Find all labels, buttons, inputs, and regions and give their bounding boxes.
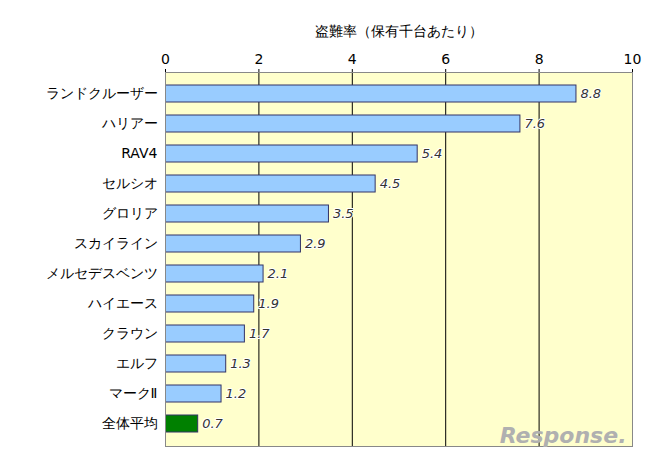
svg-text:5.4: 5.4 — [422, 146, 443, 161]
svg-text:メルセデスベンツ: メルセデスベンツ — [46, 265, 158, 281]
svg-text:スカイライン: スカイライン — [74, 235, 158, 251]
svg-text:セルシオ: セルシオ — [102, 175, 158, 191]
svg-text:全体平均: 全体平均 — [102, 415, 158, 431]
svg-text:ランドクルーザー: ランドクルーザー — [46, 85, 158, 101]
svg-text:1.7: 1.7 — [249, 326, 270, 341]
svg-text:4.5: 4.5 — [380, 176, 401, 191]
svg-text:7.6: 7.6 — [524, 116, 545, 131]
svg-text:0: 0 — [161, 51, 170, 67]
svg-text:1.2: 1.2 — [226, 386, 247, 401]
svg-text:盗難率（保有千台あたり）: 盗難率（保有千台あたり） — [315, 23, 483, 39]
svg-text:2: 2 — [254, 51, 263, 67]
svg-text:1.3: 1.3 — [230, 356, 251, 371]
svg-text:2.9: 2.9 — [305, 236, 326, 251]
svg-text:RAV4: RAV4 — [121, 145, 157, 161]
svg-text:4: 4 — [348, 51, 357, 67]
svg-text:10: 10 — [624, 51, 642, 67]
svg-text:ハイエース: ハイエース — [87, 295, 158, 311]
svg-text:6: 6 — [441, 51, 450, 67]
svg-text:8: 8 — [535, 51, 544, 67]
svg-text:マークⅡ: マークⅡ — [109, 385, 158, 401]
svg-text:クラウン: クラウン — [102, 325, 158, 341]
svg-text:8.8: 8.8 — [580, 86, 601, 101]
svg-text:1.9: 1.9 — [258, 296, 279, 311]
svg-text:ハリアー: ハリアー — [101, 115, 158, 131]
svg-text:エルフ: エルフ — [116, 355, 158, 371]
svg-text:Response.: Response. — [500, 423, 627, 448]
svg-text:0.7: 0.7 — [202, 416, 223, 431]
svg-text:グロリア: グロリア — [102, 205, 158, 221]
svg-text:2.1: 2.1 — [268, 266, 289, 281]
svg-text:3.5: 3.5 — [333, 206, 354, 221]
